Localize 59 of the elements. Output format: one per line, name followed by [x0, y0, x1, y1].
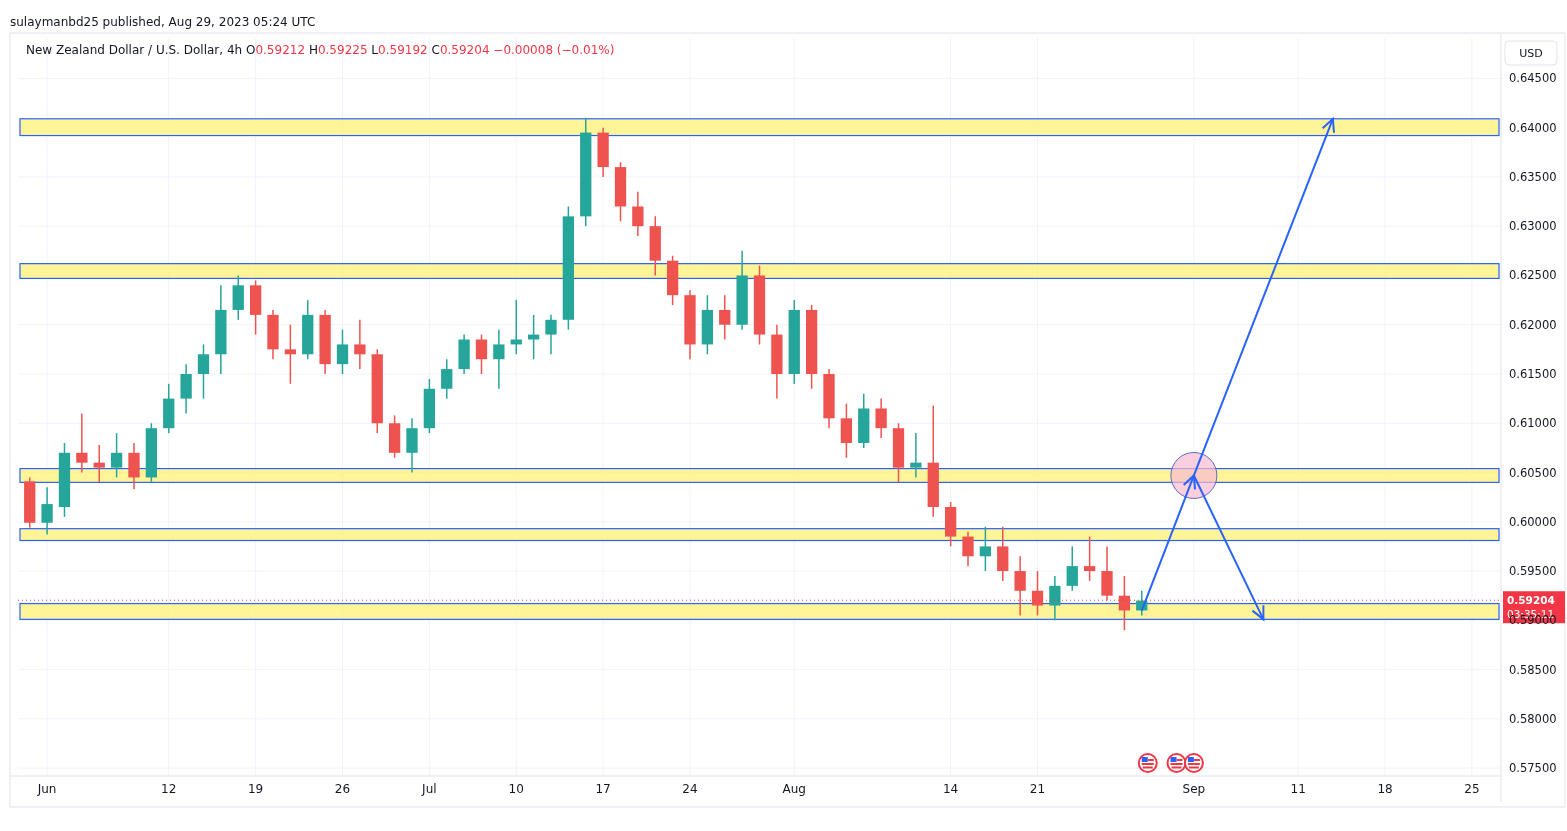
candlestick [875, 397, 887, 439]
y-tick-label: 0.57500 [1509, 761, 1557, 776]
x-tick-label: Sep [1182, 782, 1206, 796]
y-tick-label: 0.62500 [1509, 268, 1557, 283]
x-tick-label: 17 [595, 782, 611, 796]
y-tick-label: 0.58500 [1509, 662, 1557, 677]
candlestick [545, 314, 557, 356]
candlestick [41, 486, 53, 536]
candlestick [354, 319, 366, 370]
candlestick [979, 525, 992, 572]
text: sulaymanbd25 published, Aug 29, 2023 05:24 UTC [10, 15, 316, 29]
y-tick-label: 0.61500 [1509, 366, 1557, 381]
candlestick [1118, 575, 1131, 631]
candlestick [1014, 555, 1026, 617]
x-tick-label: 12 [161, 782, 177, 796]
x-tick-label: 25 [1464, 782, 1480, 796]
candlestick [632, 190, 644, 237]
y-tick-label: 0.63000 [1509, 219, 1557, 234]
y-tick-label: 0.64000 [1509, 120, 1557, 135]
x-tick-label: 24 [682, 782, 698, 796]
y-tick-label: 0.60000 [1509, 514, 1557, 529]
text: New Zealand Dollar / U.S. Dollar, 4h [26, 43, 243, 57]
y-tick-label: 0.63500 [1509, 169, 1557, 184]
candlestick [1066, 545, 1078, 592]
x-tick-label: 18 [1377, 782, 1393, 796]
x-tick-label: Jun [36, 782, 57, 796]
x-tick-label: 21 [1029, 782, 1046, 796]
y-tick-label: 0.64500 [1509, 71, 1557, 86]
candlestick [336, 328, 349, 375]
x-tick-label: 19 [247, 782, 264, 796]
x-tick-label: 26 [334, 782, 351, 796]
candlestick [493, 328, 505, 390]
x-tick-label: 11 [1290, 782, 1306, 796]
y-tick-label: 0.60500 [1509, 465, 1557, 480]
candlestick [197, 343, 210, 400]
candlestick [527, 314, 540, 360]
candlestick [962, 530, 974, 567]
y-tick-label: 0.62000 [1509, 317, 1557, 332]
candlestick [110, 432, 123, 479]
text: USD [1519, 47, 1543, 60]
candlestick [475, 333, 488, 375]
x-tick-label: 14 [942, 782, 959, 796]
candlestick [76, 412, 88, 474]
candlestick [93, 444, 105, 484]
candlestick [284, 323, 297, 385]
y-tick-label: 0.61000 [1509, 416, 1557, 431]
x-tick-label: 10 [508, 782, 524, 796]
candlestick [441, 358, 453, 400]
candlestick [910, 432, 922, 479]
y-tick-label: 0.58000 [1509, 711, 1557, 726]
y-tick-label: 0.59500 [1509, 564, 1557, 579]
candlestick [719, 294, 731, 341]
text: O0.59212 H0.59225 L0.59192 C0.59204 −0.00008 (−0.01%) [245, 43, 615, 57]
candlestick [1049, 575, 1061, 622]
ref-line-label: 0.59204 [1507, 594, 1555, 607]
candlestick [1031, 570, 1044, 617]
x-tick-label: Jul [421, 782, 437, 796]
candlestick [1083, 535, 1096, 582]
x-tick-label: Aug [782, 782, 806, 796]
